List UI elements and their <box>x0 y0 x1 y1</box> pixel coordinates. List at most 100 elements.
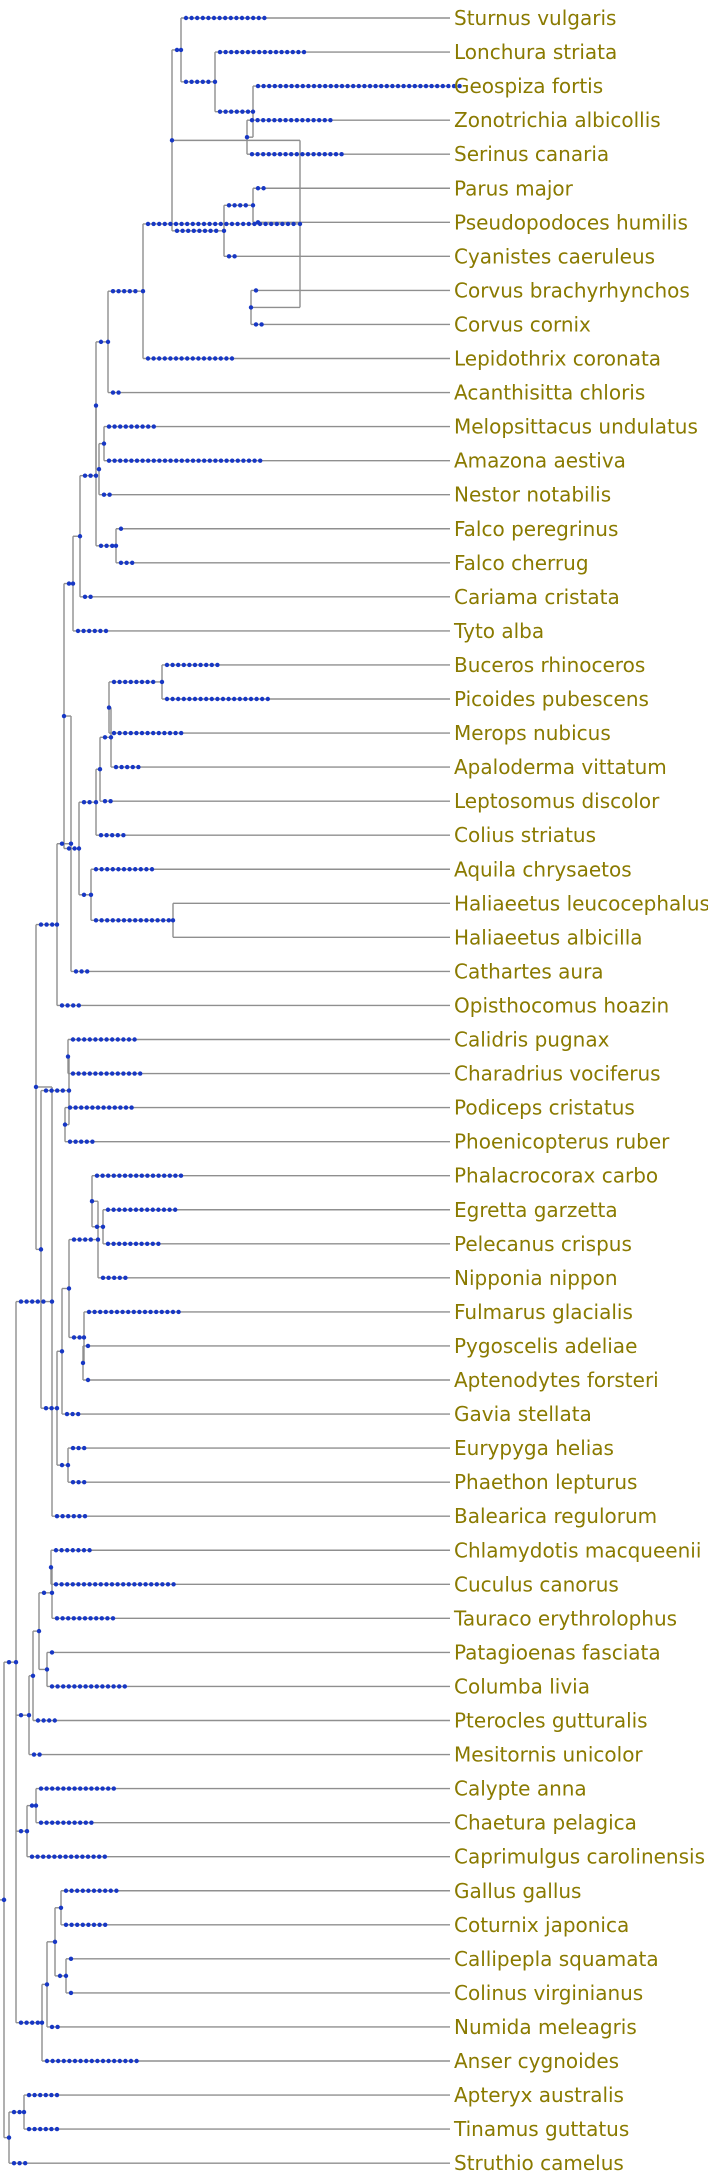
tip-branch-dot <box>254 696 259 702</box>
tip-branch-dot <box>100 1786 105 1791</box>
internal-branch-dot <box>82 473 88 478</box>
tip-label: Leptosomus discolor <box>454 789 660 813</box>
tip-branch-dot <box>144 867 149 872</box>
tip-branch-dot <box>151 356 156 361</box>
internal-branch-dot <box>217 109 223 114</box>
tip-branch-dot <box>159 1309 164 1315</box>
internal-branch-dot <box>280 221 285 227</box>
tip-branch-dot <box>289 83 294 89</box>
internal-node-marker <box>248 305 254 310</box>
tip-branch-dot <box>220 696 226 702</box>
tip-branch-dot <box>251 15 256 21</box>
tip-branch-dot <box>54 1616 60 1621</box>
tip-branch-dot <box>162 1173 167 1178</box>
tip-branch-dot <box>435 83 440 89</box>
tip-branch-dot <box>279 49 284 55</box>
internal-branch-dot <box>117 679 122 685</box>
internal-branch-dot <box>122 288 127 294</box>
tip-branch-dot <box>183 15 189 21</box>
tip-branch-dot <box>151 458 156 463</box>
tip-branch-dot <box>70 1479 76 1485</box>
tip-branch-dot <box>268 49 273 55</box>
tip-branch-dot <box>150 1241 155 1247</box>
tip-branch-dot <box>255 220 261 225</box>
tip-branch-dot <box>245 49 251 55</box>
branch-dot-markers <box>1 15 462 2166</box>
tip-label: Struthio camelus <box>454 2151 624 2175</box>
internal-branch-dot <box>116 918 121 923</box>
tip-branch-dot <box>170 1309 176 1315</box>
tip-branch-dot <box>54 2126 60 2132</box>
tip-branch-dot <box>69 1922 74 1928</box>
tip-branch-dot <box>189 15 194 21</box>
tip-branch-dot <box>130 764 135 770</box>
tip-branch-dot <box>75 628 81 634</box>
tip-branch-dot <box>122 1207 128 1212</box>
tip-branch-dot <box>345 83 350 89</box>
tip-branch-dot <box>41 1854 46 1859</box>
internal-node-marker <box>61 713 67 719</box>
internal-branch-dot <box>207 221 212 227</box>
internal-branch-dot <box>133 288 138 294</box>
tip-branch-dot <box>173 356 179 361</box>
tip-branch-dot <box>162 356 167 361</box>
tip-branch-dot <box>99 1616 105 1621</box>
tip-branch-dot <box>126 1037 132 1042</box>
tip-branch-dot <box>29 1854 35 1859</box>
internal-node-marker <box>24 1828 30 1834</box>
internal-branch-dot <box>180 228 185 234</box>
tip-branch-dot <box>115 833 121 838</box>
tip-label: Callipepla squamata <box>454 1947 659 1971</box>
tip-branch-dot <box>266 152 271 157</box>
internal-node-marker <box>30 1673 36 1679</box>
tip-branch-dot <box>109 1309 114 1315</box>
internal-branch-dot <box>208 228 213 234</box>
tip-branch-dot <box>49 1650 55 1655</box>
tip-branch-dot <box>134 730 139 736</box>
tip-branch-dot <box>55 2024 60 2030</box>
tip-branch-dot <box>161 1207 167 1212</box>
tip-branch-dot <box>290 49 295 55</box>
tip-branch-dot <box>164 662 170 668</box>
tip-branch-dot <box>94 1616 99 1621</box>
tip-branch-dot <box>146 424 151 429</box>
internal-branch-dot <box>285 221 291 227</box>
internal-branch-dot <box>202 228 208 234</box>
tip-branch-dot <box>232 696 237 702</box>
tip-branch-dot <box>108 1888 114 1893</box>
tip-branch-dot <box>418 83 423 89</box>
tip-branch-dot <box>223 49 228 55</box>
tip-branch-dot <box>162 730 167 736</box>
tip-label: Tauraco erythrolophus <box>453 1606 677 1630</box>
tip-branch-dot <box>224 356 229 361</box>
internal-node-marker <box>26 1712 32 1718</box>
internal-node-marker <box>48 1565 54 1570</box>
internal-branch-dot <box>229 109 234 114</box>
tip-branch-dot <box>86 1922 91 1928</box>
internal-branch-dot <box>94 1224 100 1229</box>
tip-branch-dot <box>185 458 190 463</box>
tip-branch-dot <box>129 458 134 463</box>
tip-branch-dot <box>85 1377 91 1383</box>
tip-branch-dot <box>87 1548 92 1553</box>
tip-label: Haliaeetus albicilla <box>454 925 643 949</box>
tip-branch-dot <box>117 1207 122 1212</box>
internal-node-marker <box>169 138 175 143</box>
tip-label: Pelecanus crispus <box>454 1232 632 1256</box>
tip-branch-dot <box>65 1582 70 1587</box>
tip-branch-dot <box>70 1445 76 1451</box>
tip-branch-dot <box>52 1854 57 1859</box>
tip-branch-dot <box>98 1071 104 1076</box>
tip-branch-dot <box>35 1718 41 1723</box>
tip-branch-dot <box>252 458 257 463</box>
tip-branch-dot <box>49 2024 55 2030</box>
tip-branch-dot <box>124 560 129 565</box>
tip-branch-dot <box>106 458 112 463</box>
tip-branch-dot <box>190 356 195 361</box>
internal-node-marker <box>39 2020 45 2025</box>
internal-branch-dot <box>183 79 189 85</box>
tip-branch-dot <box>86 1888 91 1893</box>
tip-branch-dot <box>228 15 233 21</box>
tip-branch-dot <box>85 1854 91 1859</box>
tip-branch-dot <box>115 1071 121 1076</box>
